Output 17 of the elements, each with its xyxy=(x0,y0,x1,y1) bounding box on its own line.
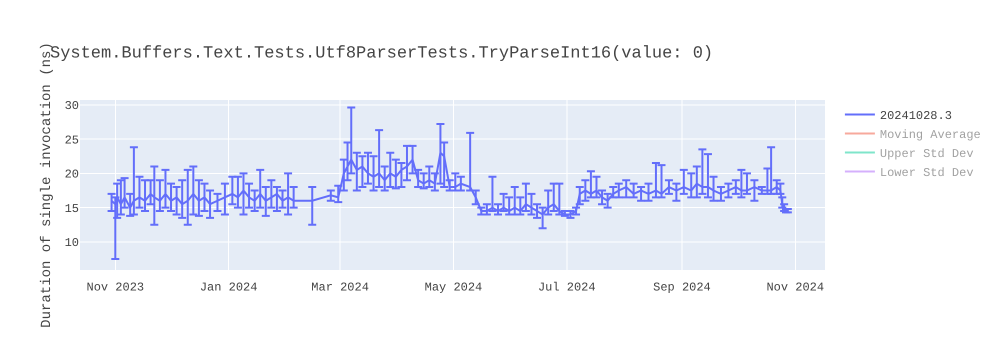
x-tick-label: Jul 2024 xyxy=(538,280,596,294)
legend-label: Upper Std Dev xyxy=(880,147,974,162)
legend-label: Lower Std Dev xyxy=(880,166,974,180)
chart-title: System.Buffers.Text.Tests.Utf8ParserTests.TryParseInt16(value: 0) xyxy=(50,44,714,64)
x-tick-label: Nov 2024 xyxy=(766,280,824,294)
y-tick-label: 10 xyxy=(64,236,79,250)
x-tick-label: Nov 2023 xyxy=(86,280,144,294)
y-tick-label: 30 xyxy=(64,99,79,113)
x-tick-label: Sep 2024 xyxy=(653,280,711,294)
legend-label: 20241028.3 xyxy=(880,109,952,124)
x-tick-label: May 2024 xyxy=(424,280,482,294)
y-tick-label: 25 xyxy=(64,133,79,148)
y-tick-label: 20 xyxy=(64,168,79,182)
y-tick-label: 15 xyxy=(64,202,79,216)
x-tick-label: Mar 2024 xyxy=(311,280,369,294)
x-tick-label: Jan 2024 xyxy=(200,280,258,294)
legend-label: Moving Average xyxy=(880,128,981,142)
